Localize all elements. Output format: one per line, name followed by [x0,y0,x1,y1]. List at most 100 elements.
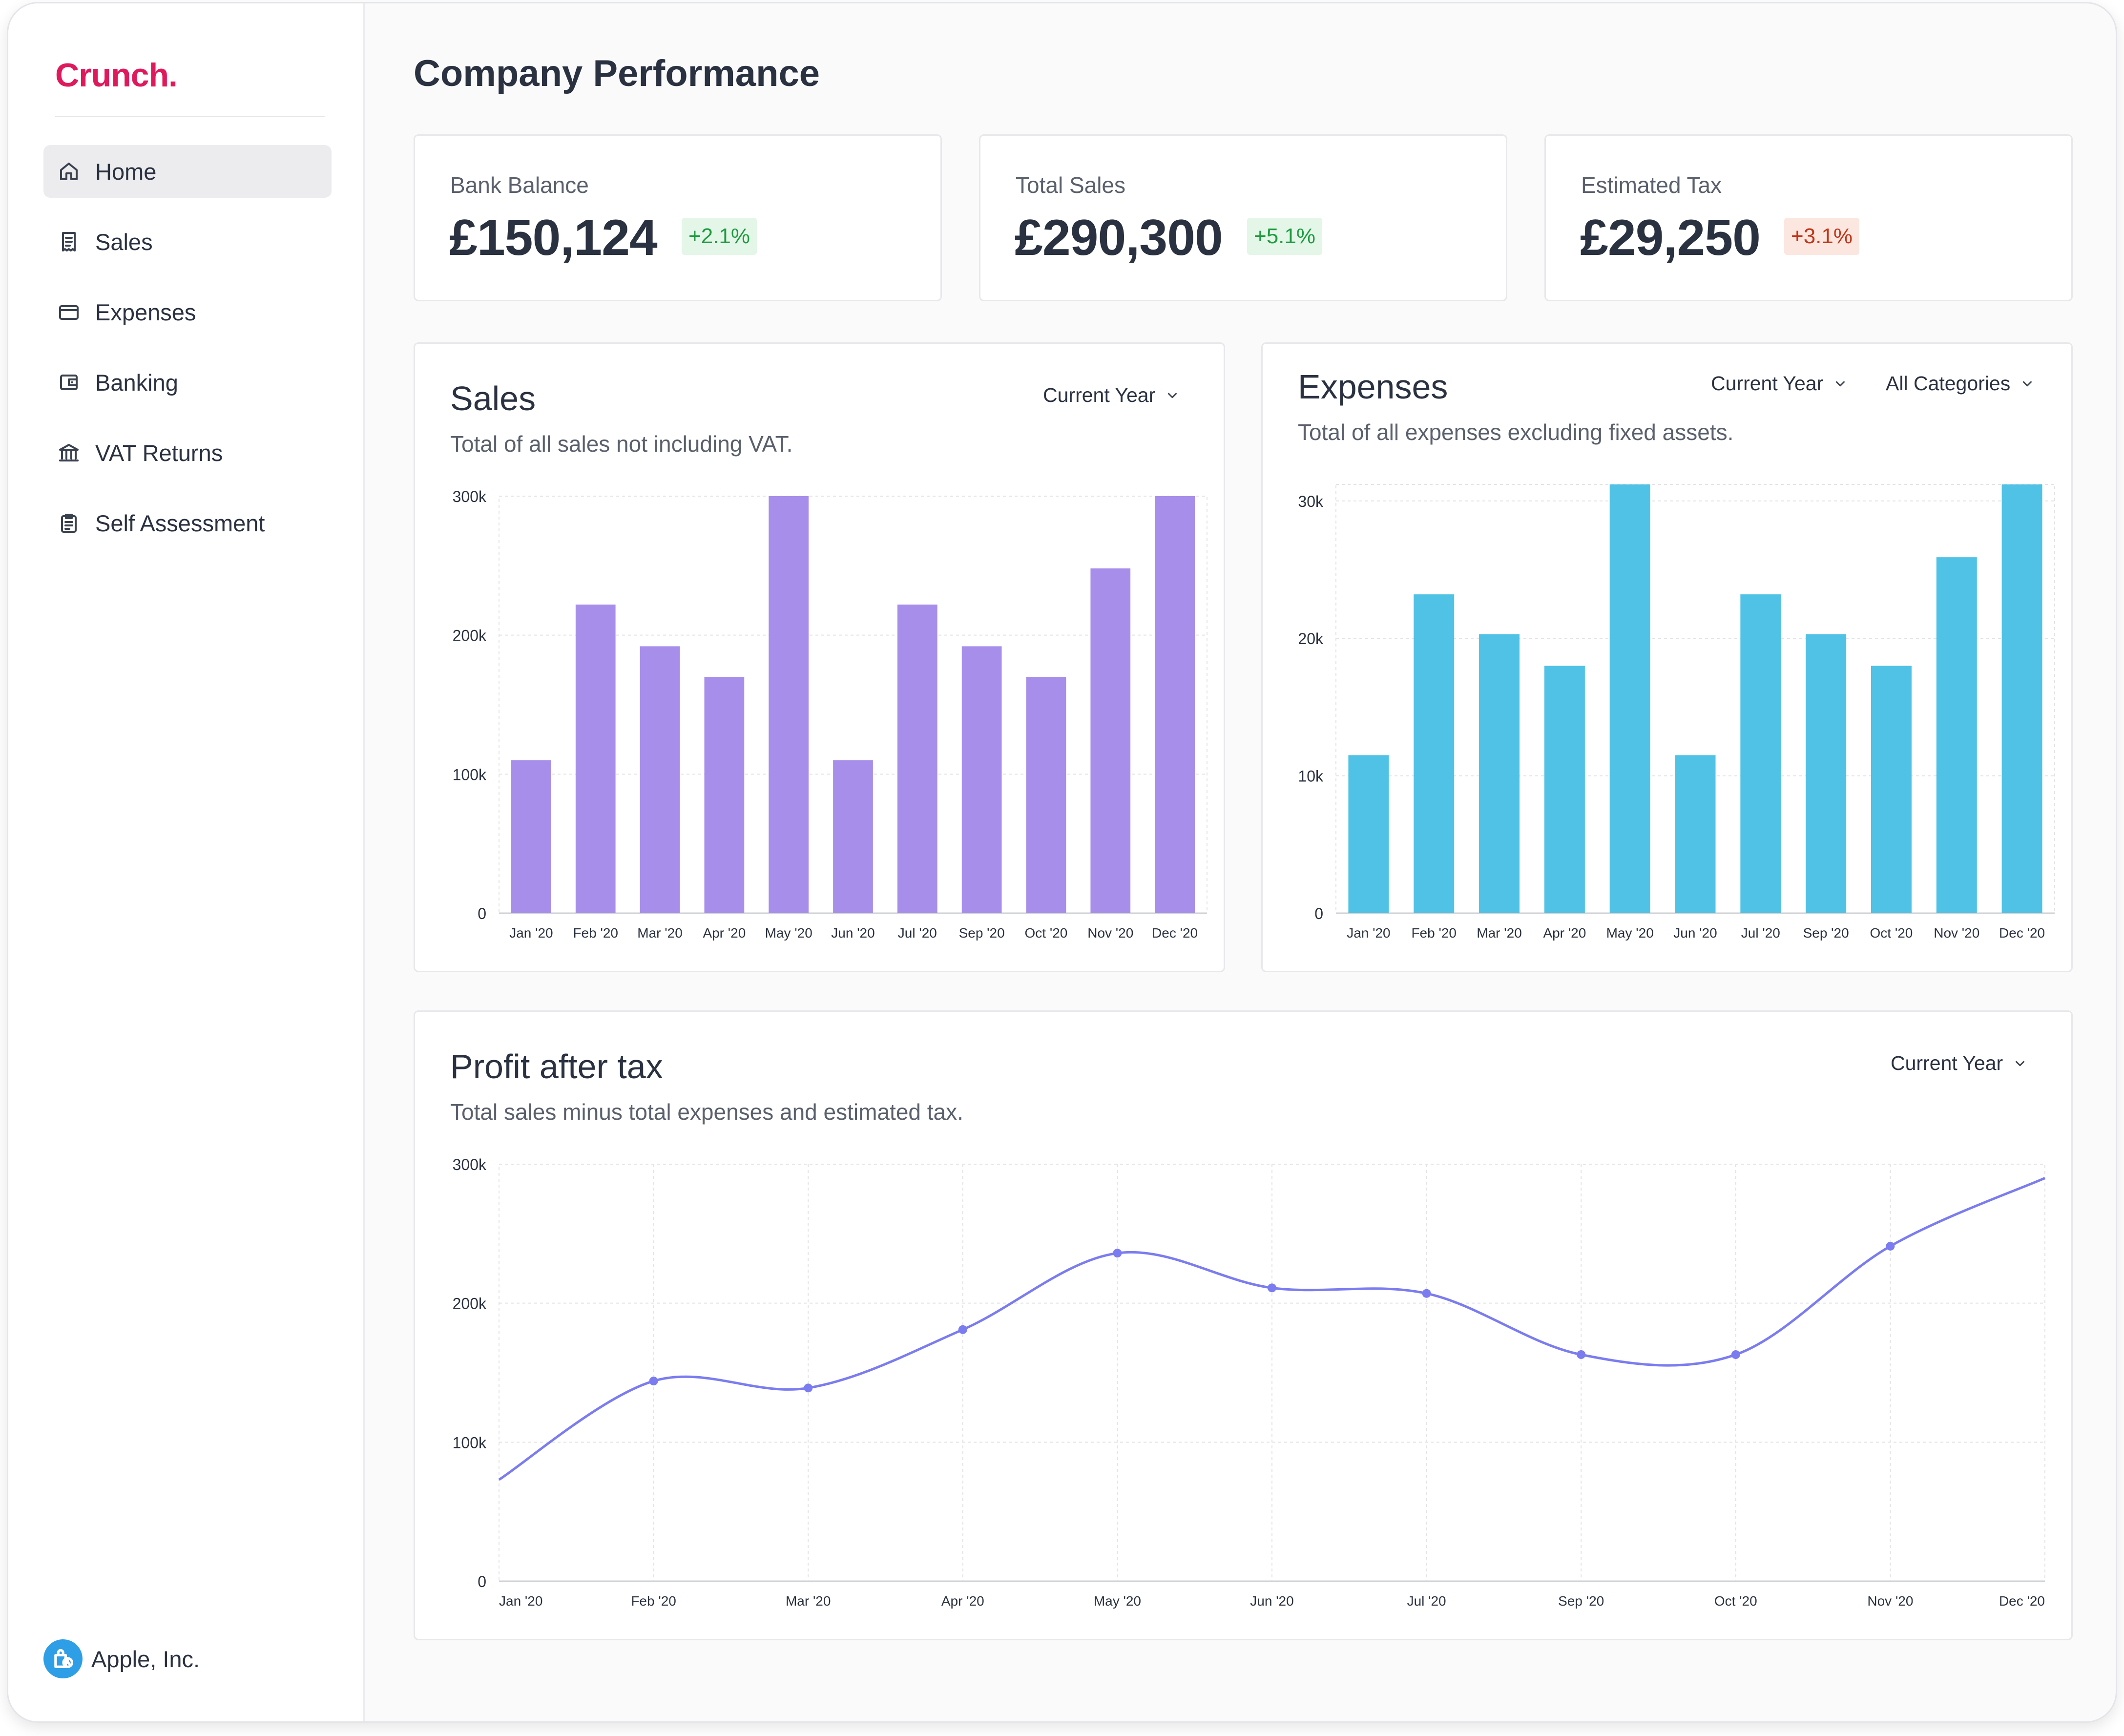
crunch-logo[interactable]: Crunch. [55,57,178,94]
kpi-label: Total Sales [1016,172,1126,198]
bar [1414,594,1455,913]
company-name: Apple, Inc. [91,1646,200,1672]
x-tick-label: Oct '20 [1870,925,1913,941]
company-logo [43,1639,83,1678]
kpi-value: £29,250 [1580,209,1761,266]
period-dropdown[interactable]: Current Year [1043,384,1180,407]
dropdown-label: Current Year [1711,372,1824,395]
bar [833,760,873,913]
kpi-value: £150,124 [449,209,658,266]
chart-subtitle: Total of all sales not including VAT. [450,431,793,457]
sidebar-item-label: Sales [95,229,153,255]
data-point [1268,1283,1276,1293]
kpi-change-badge: +2.1% [682,218,757,255]
y-tick-label: 200k [453,1295,487,1313]
y-tick-label: 300k [453,488,487,505]
x-tick-label: Apr '20 [1543,925,1586,941]
y-tick-label: 300k [453,1156,487,1173]
grid-frame [499,1164,2045,1582]
bar [640,646,680,913]
page-title: Company Performance [414,53,820,94]
category-dropdown[interactable]: All Categories [1886,372,2035,395]
chevron-down-icon [1836,381,1845,386]
sidebar-item-sales[interactable]: Sales [43,215,332,268]
bank-icon [59,444,79,461]
x-tick-label: Oct '20 [1714,1593,1757,1609]
chevron-down-icon [2023,381,2032,386]
bar [1871,666,1912,913]
y-tick-label: 0 [1314,905,1323,922]
sidebar-item-vat-returns[interactable]: VAT Returns [43,426,332,479]
data-point [649,1377,658,1386]
x-tick-label: Mar '20 [637,925,683,941]
sales-bar-chart: 0 100k 200k 300k Jan '20 Feb '20 Mar '20 Apr '2… [453,488,1208,941]
profit-chart-card: Profit after tax Total sales minus total… [414,1010,2073,1640]
bar [1544,666,1585,913]
x-tick-label: Jul '20 [1407,1593,1446,1609]
kpi-label: Estimated Tax [1581,172,1722,198]
y-tick-label: 100k [453,766,487,783]
bar [1609,484,1650,913]
x-tick-label: Feb '20 [1411,925,1457,941]
kpi-value: £290,300 [1015,209,1223,266]
company-icon [54,1649,74,1668]
x-tick-label: May '20 [765,925,812,941]
x-tick-label: Nov '20 [1087,925,1133,941]
sidebar-item-self-assessment[interactable]: Self Assessment [43,497,332,549]
x-tick-label: Jul '20 [898,925,937,941]
sidebar-divider [55,116,325,117]
x-tick-label: Mar '20 [1477,925,1522,941]
kpi-card-total-sales: Total Sales £290,300 +5.1% [979,134,1507,301]
sidebar-item-label: Self Assessment [95,510,265,536]
y-tick-label: 20k [1298,630,1324,648]
sidebar-item-label: Expenses [95,299,196,325]
x-tick-label: Oct '20 [1025,925,1068,941]
y-tick-label: 0 [478,905,486,922]
kpi-card-estimated-tax: Estimated Tax £29,250 +3.1% [1544,134,2073,301]
sales-chart-card: Sales Total of all sales not including V… [414,342,1225,972]
data-point [804,1383,813,1393]
sidebar-item-expenses[interactable]: Expenses [43,286,332,338]
expenses-bar-chart: 0 10k 20k 30k Jan '20 Feb '20 Mar '20 Apr '20 Ma… [1298,484,2055,941]
expenses-chart-card: Expenses Total of all expenses excluding… [1261,342,2073,972]
y-tick-label: 10k [1298,768,1324,785]
home-icon [60,163,78,180]
profit-line-chart: 0 100k 200k 300k Jan '20 Feb '20 Mar '20 Apr '2… [453,1156,2046,1609]
bar [704,677,745,913]
bar [1675,755,1716,913]
app-window: Crunch. Home Sales Expenses Banking VAT … [7,2,2117,1723]
x-tick-label: Jun '20 [1673,925,1717,941]
bar [1026,677,1066,913]
company-switcher[interactable]: Apple, Inc. [43,1639,200,1678]
bar [2001,484,2042,913]
sidebar-item-banking[interactable]: Banking [43,356,332,409]
bar [1936,557,1977,913]
sidebar-item-home[interactable]: Home [43,145,332,198]
dropdown-label: All Categories [1886,372,2011,395]
sidebar: Crunch. Home Sales Expenses Banking VAT … [8,3,365,1721]
x-tick-label: May '20 [1094,1593,1141,1609]
x-tick-label: May '20 [1606,925,1654,941]
y-tick-label: 200k [453,627,487,645]
period-dropdown[interactable]: Current Year [1891,1052,2027,1075]
x-tick-label: Sep '20 [959,925,1005,941]
bar [1155,496,1195,913]
bar [897,605,937,913]
x-tick-label: Nov '20 [1867,1593,1913,1609]
data-point [1731,1350,1740,1359]
sidebar-item-label: Banking [95,369,178,396]
x-tick-label: Feb '20 [631,1593,676,1609]
x-tick-label: Sep '20 [1558,1593,1604,1609]
dropdown-label: Current Year [1891,1052,2003,1074]
x-tick-label: Jul '20 [1741,925,1780,941]
sidebar-item-label: Home [95,158,157,185]
chart-subtitle: Total sales minus total expenses and est… [450,1099,963,1125]
x-tick-label: Jun '20 [831,925,875,941]
wallet-icon [60,375,78,390]
period-dropdown[interactable]: Current Year [1711,372,1848,395]
data-point [1886,1241,1895,1251]
bar [1740,594,1781,913]
chart-title: Sales [450,379,536,418]
bar [1479,634,1520,913]
chart-title: Profit after tax [450,1047,663,1086]
